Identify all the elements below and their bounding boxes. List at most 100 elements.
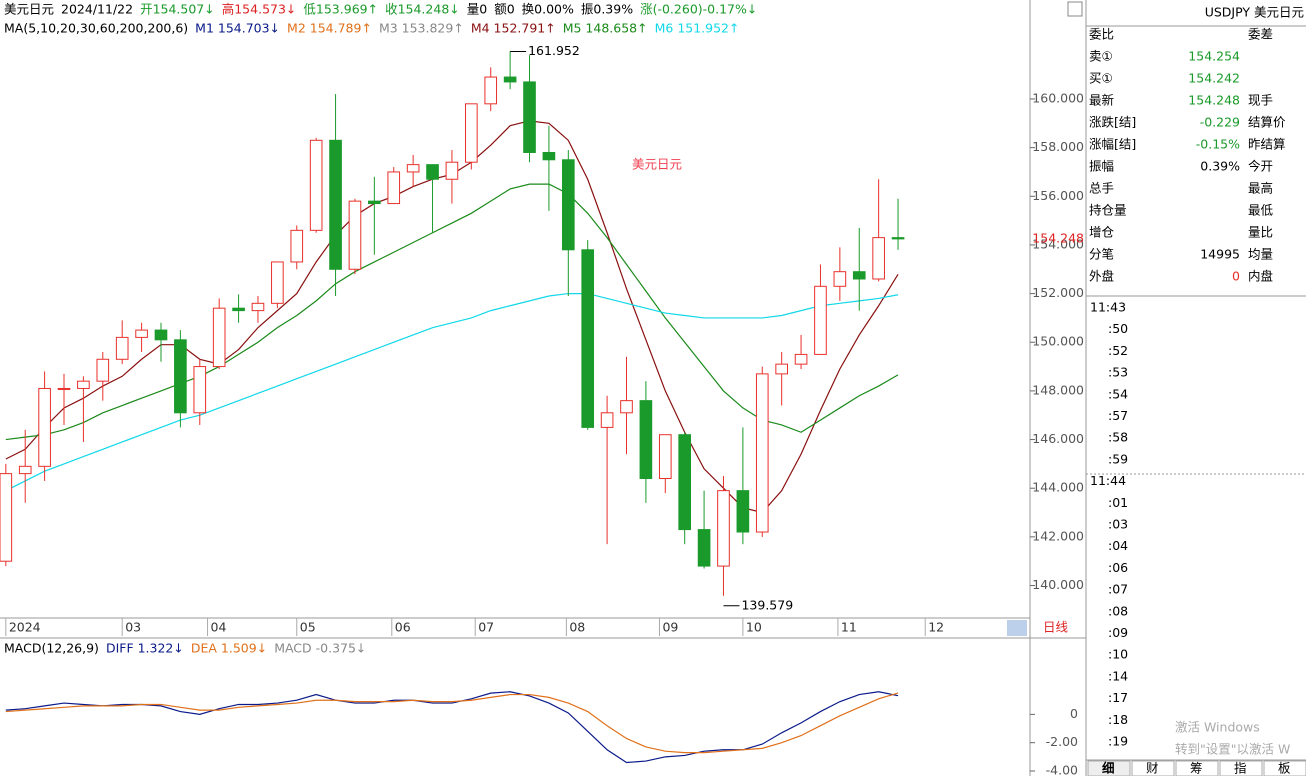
tab[interactable] — [1175, 760, 1219, 776]
candle-body — [174, 339, 187, 414]
x-tick-label: 04 — [211, 620, 227, 635]
candle-body — [77, 380, 90, 389]
candle-body — [232, 307, 245, 312]
tick-time: :58 — [1108, 430, 1128, 445]
macd-header: DIFF 1.322↓ — [106, 641, 184, 656]
tick-time: 11:44 — [1090, 473, 1126, 488]
row-label: 振幅 — [1089, 159, 1114, 174]
tick-time: :08 — [1108, 603, 1128, 618]
annotation: 美元日元 — [632, 157, 682, 172]
row-value: 0 — [1232, 269, 1240, 284]
candle-body — [290, 229, 304, 263]
tick-time: :53 — [1108, 365, 1128, 380]
row-value: -0.229 — [1200, 115, 1240, 130]
tick-time: :07 — [1108, 582, 1128, 597]
tab[interactable] — [1131, 760, 1175, 776]
candle-body — [561, 159, 575, 251]
y-tick-label: -2.00 — [1046, 734, 1078, 749]
y-tick-label: 0 — [1070, 706, 1078, 721]
tab[interactable] — [1219, 760, 1263, 776]
candle-body — [678, 434, 692, 531]
tab-label[interactable]: 板 — [1278, 761, 1291, 776]
quote-header: 涨(-0.260)-0.17%↓ — [640, 2, 757, 17]
x-tick-label: 09 — [662, 620, 678, 635]
candle-body — [503, 76, 517, 83]
x-tick-label: 06 — [395, 620, 411, 635]
tab-label[interactable]: 细 — [1102, 761, 1115, 776]
row-label: 分笔 — [1089, 247, 1114, 262]
quote-header: 收154.248↓ — [385, 2, 460, 17]
candle-body — [212, 307, 226, 368]
tab-label[interactable]: 指 — [1234, 761, 1247, 776]
ma-header: M2 154.789↑ — [287, 21, 372, 36]
x-tick-label: 11 — [841, 620, 857, 635]
watermark: 激活 Windows — [1175, 720, 1260, 735]
y-tick-label: 144.000 — [1032, 480, 1084, 495]
tick-time: :04 — [1108, 538, 1128, 553]
tab[interactable] — [1263, 760, 1306, 776]
row-label: 增仓 — [1089, 225, 1115, 240]
x-tick-label: 07 — [478, 620, 494, 635]
candle-body — [387, 171, 401, 205]
last-price: 154.248 — [1032, 230, 1084, 245]
quote-header: 换0.00% — [522, 2, 574, 17]
candle-body — [348, 200, 362, 270]
tick-time: 11:43 — [1090, 300, 1126, 315]
candle-body — [794, 353, 808, 365]
macd-header: DEA 1.509↓ — [191, 641, 267, 656]
row-label: 结算价 — [1248, 115, 1286, 130]
macd-line — [5, 691, 899, 764]
period-label[interactable]: 日线 — [1043, 620, 1069, 635]
candle-body — [445, 161, 459, 180]
tick-time: :19 — [1108, 734, 1128, 749]
candle-body — [193, 366, 207, 414]
row-label: 涨跌[结] — [1089, 115, 1136, 130]
row-value: 14995 — [1200, 247, 1240, 262]
row-value: -0.15% — [1196, 137, 1240, 152]
y-tick-label: 156.000 — [1032, 188, 1084, 203]
x-tick-label: 2024 — [9, 620, 41, 635]
ma-header: M3 153.829↑ — [379, 21, 464, 36]
scroll-button[interactable] — [1007, 620, 1027, 636]
tab-label[interactable]: 筹 — [1190, 761, 1203, 776]
tick-time: :01 — [1108, 495, 1128, 510]
y-tick-label: 148.000 — [1032, 382, 1084, 397]
candle-body — [717, 490, 730, 567]
tab-label[interactable]: 财 — [1146, 761, 1159, 776]
ma-line — [5, 183, 899, 441]
row-label: 总手 — [1089, 181, 1114, 196]
y-tick-label: 152.000 — [1032, 285, 1084, 300]
y-tick-label: 160.000 — [1032, 90, 1084, 105]
ma-header: M6 151.952↑ — [655, 21, 740, 36]
x-tick-label: 12 — [928, 620, 944, 635]
row-label: 均量 — [1248, 247, 1273, 262]
tick-time: :52 — [1108, 343, 1128, 358]
row-label: 最低 — [1248, 203, 1274, 218]
candle-body — [465, 103, 478, 163]
candle-body — [620, 400, 633, 414]
quote-header: 低153.969↑ — [303, 2, 378, 17]
tab[interactable] — [1087, 760, 1131, 776]
high-label: 161.952 — [528, 43, 580, 58]
candle-body — [309, 139, 323, 231]
row-label: 委比 — [1089, 27, 1114, 42]
panel-title: USDJPY 美元日元 — [1205, 5, 1304, 20]
candle-body — [814, 285, 827, 355]
candle-body — [600, 412, 614, 428]
candle-body — [523, 81, 536, 153]
row-label: 最新 — [1089, 93, 1114, 108]
y-tick-label: -4.00 — [1046, 763, 1078, 776]
candle-body — [775, 363, 788, 375]
window-button[interactable] — [1067, 1, 1083, 17]
tick-time: :03 — [1108, 517, 1128, 532]
macd-header: MACD -0.375↓ — [274, 641, 366, 656]
row-label: 内盘 — [1248, 269, 1273, 284]
row-label: 外盘 — [1089, 269, 1114, 284]
x-tick-label: 05 — [300, 620, 316, 635]
y-tick-label: 142.000 — [1032, 528, 1084, 543]
candle-body — [639, 400, 653, 479]
tick-time: :54 — [1108, 386, 1128, 401]
tick-time: :14 — [1108, 668, 1128, 683]
